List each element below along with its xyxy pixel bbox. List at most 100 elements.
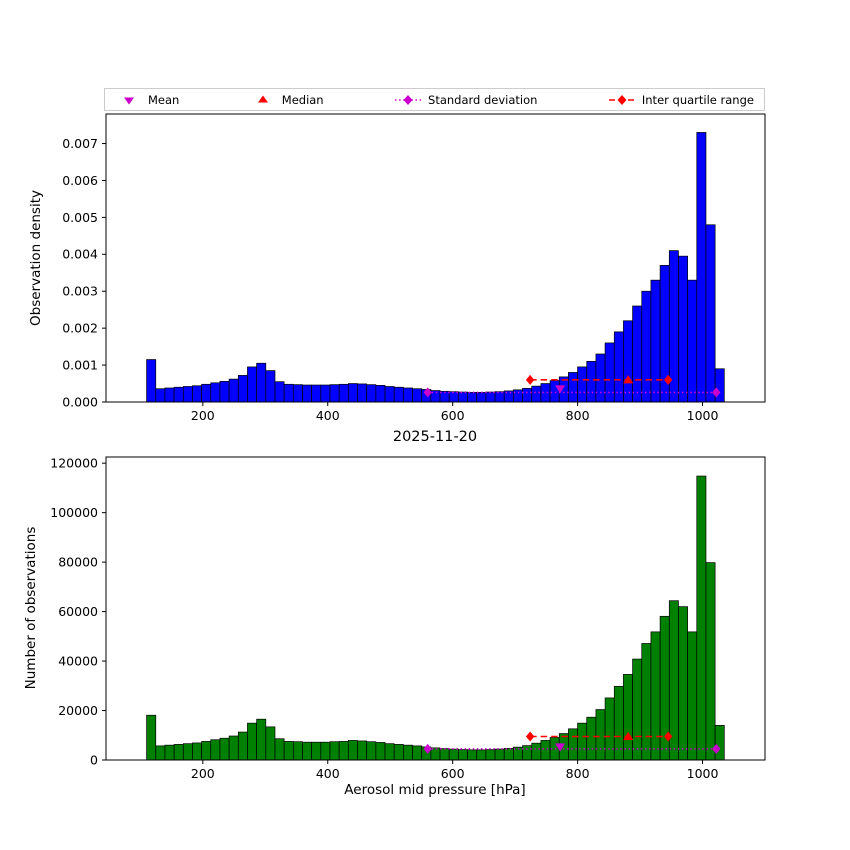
histogram-bar [448,748,459,761]
histogram-bar [320,384,331,403]
histogram-bar [476,749,487,761]
histogram-bar [430,747,441,761]
mean-marker [555,743,566,752]
histogram-bar [155,745,166,761]
histogram-bar [228,735,239,761]
histogram-bar [641,290,652,403]
histogram-bar [531,385,542,403]
y-tick-label: 60000 [58,604,98,619]
histogram-bar [696,475,707,761]
legend-item-median: Median [249,93,324,107]
histogram-bar [164,744,175,761]
histogram-bar [155,388,166,403]
histogram-bar [384,386,395,403]
histogram-bar [403,387,413,403]
histogram-bar [623,674,633,761]
histogram-bar [403,744,413,761]
histogram-bar [577,366,588,403]
histogram-bar [687,631,698,761]
histogram-bar [696,132,707,403]
iqr-marker-icon [608,94,635,105]
y-tick-label: 0.004 [62,247,98,262]
histogram-bar [586,361,597,403]
axes-frame [105,456,766,761]
histogram-bar [714,725,725,761]
std-dev-right-marker [712,743,721,754]
median-marker [623,731,634,741]
histogram-bar [439,748,450,761]
histogram-bar [357,383,368,403]
legend-label-std: Standard deviation [428,92,538,107]
iqr-right-marker [663,731,673,742]
histogram-bar [210,382,221,403]
median-marker [623,375,634,384]
histogram-bar [375,742,386,761]
histogram-bar [412,388,423,403]
histogram-bar [292,741,303,761]
histogram-bar [476,392,487,403]
histogram-bar [182,743,193,761]
histogram-bar [311,741,322,761]
mean-marker-icon [124,97,134,104]
histogram-bar [650,279,661,403]
x-tick-label: 400 [316,766,340,781]
histogram-bar [485,749,496,761]
histogram-bar [338,383,349,403]
histogram-bar [357,740,368,761]
legend-item-mean: Mean [115,93,179,107]
histogram-bar [219,380,230,403]
histogram-bar [256,718,267,761]
histogram-bar [705,562,716,761]
histogram-bar [237,731,248,761]
histogram-bar [283,741,294,761]
histogram-bar [210,739,221,761]
x-tick-label: 200 [191,408,215,423]
top-y-axis-label: Observation density [28,190,44,326]
histogram-bar [458,391,468,403]
histogram-bar [678,606,688,761]
histogram-bar [274,381,285,403]
subplot-title: 2025-11-20 [392,429,478,445]
histogram-bar [302,741,313,761]
histogram-bar [485,391,496,403]
std-dev-marker-icon [395,94,422,105]
histogram-bar [678,255,688,403]
histogram-bar [164,387,175,403]
histogram-bar [192,385,202,403]
histogram-bar [467,749,478,761]
histogram-bar [384,743,395,761]
histogram-bar [632,658,643,761]
std-dev-left-marker [423,743,432,754]
histogram-bar [613,685,624,761]
histogram-bar [247,366,257,403]
legend: Mean Median Standard deviation Inter qua… [104,88,765,111]
histogram-bar [503,748,514,761]
histogram-bar [192,742,202,761]
x-tick-label: 1000 [687,408,719,423]
histogram-bar [347,383,358,403]
histogram-bar [201,741,212,761]
histogram-bar [568,372,578,403]
histogram-bar [522,745,533,761]
histogram-bar [347,740,358,761]
histogram-bar [448,391,459,403]
histogram-bar [302,384,313,403]
histogram-bar [531,742,542,761]
histogram-bar [247,722,257,761]
histogram-bar [467,392,478,403]
histogram-bar [604,697,615,761]
x-tick-label: 1000 [687,766,719,781]
y-tick-label: 0.007 [62,136,98,151]
histogram-bar [311,384,322,403]
std-dev-left-marker [423,387,432,398]
y-tick-label: 0.006 [62,173,98,188]
legend-label-median: Median [281,92,324,107]
histogram-bar [292,384,303,403]
histogram-bar [256,362,267,403]
median-marker-icon [257,95,268,102]
histogram-bar [650,631,661,761]
x-tick-label: 600 [441,766,465,781]
observation-count-histogram: 200 400 600 800 1000 0 20000 40000 60000 80000 100… [50,456,766,781]
histogram-bar [274,738,285,761]
